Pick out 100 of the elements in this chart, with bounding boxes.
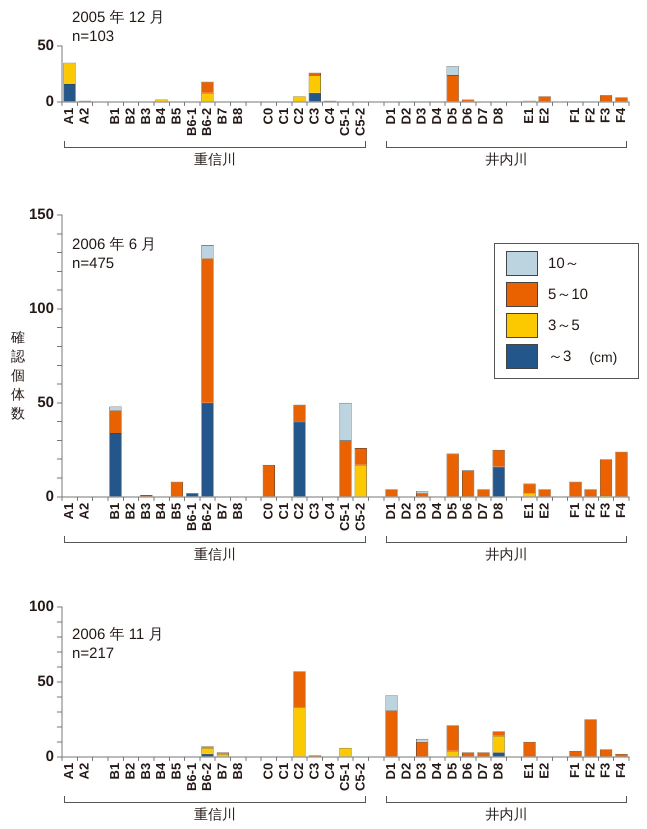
y-tick-label: 0 [46, 92, 54, 110]
x-tick-label: D8 [490, 108, 506, 124]
x-tick-label: E2 [536, 502, 552, 519]
text: 重信川 [193, 546, 238, 564]
y-tick-label: 0 [46, 748, 54, 765]
x-tick-label: F3 [598, 762, 613, 778]
chart-title: 2005 年 12 月 [72, 9, 165, 26]
x-tick-label: B5 [168, 108, 184, 124]
text: 井内川 [484, 151, 528, 169]
x-tick-label: F2 [582, 762, 598, 778]
x-tick-label: D3 [414, 108, 429, 124]
x-tick-label: D1 [383, 502, 398, 520]
x-tick-label: C0 [260, 762, 276, 780]
x-tick-label: A2 [76, 762, 92, 780]
legend-label: ～3 [548, 347, 572, 366]
y-tick-label: 50 [37, 673, 54, 690]
x-tick-label: F4 [612, 762, 628, 778]
text: 2006 年 6 月 [72, 236, 156, 254]
x-tick-label: C1 [276, 762, 291, 780]
text: 重信川 [193, 151, 238, 169]
text: n=475 [72, 255, 114, 272]
x-tick-label: B5 [168, 502, 184, 520]
x-tick-label: F4 [612, 502, 628, 518]
x-tick-label: B8 [230, 762, 245, 780]
x-tick-label: C5-2 [352, 762, 368, 792]
x-tick-label: B3 [138, 502, 153, 520]
x-tick-label: D7 [475, 108, 490, 124]
x-tick-label: A1 [61, 762, 76, 780]
y-tick-label: 150 [28, 206, 54, 224]
x-tick-label: F3 [598, 108, 613, 123]
y-tick-label: 100 [28, 300, 54, 318]
x-tick-label: C3 [306, 108, 322, 124]
x-tick-label: C4 [322, 502, 337, 520]
legend-label: 3～5 [548, 316, 580, 335]
x-tick-label: B7 [214, 502, 230, 520]
x-tick-label: B2 [122, 108, 138, 124]
x-tick-label: D4 [429, 762, 444, 780]
x-tick-label: C1 [276, 108, 291, 124]
x-tick-label: B7 [214, 762, 230, 780]
x-tick-label: D6 [460, 108, 475, 124]
x-tick-label: B6-2 [199, 108, 214, 136]
x-tick-label: B5 [168, 762, 184, 780]
x-tick-label: E2 [536, 108, 552, 124]
x-tick-label: D4 [429, 107, 444, 124]
x-tick-label: B3 [138, 762, 153, 780]
x-tick-label: C2 [291, 108, 306, 124]
x-tick-label: D3 [414, 502, 429, 520]
x-tick-label: B3 [138, 108, 153, 124]
x-tick-label: D2 [398, 762, 414, 780]
x-tick-label: C5-2 [352, 502, 368, 532]
legend-label: 10～ [548, 254, 580, 273]
x-tick-label: C5-1 [337, 502, 352, 532]
x-tick-label: F4 [612, 107, 628, 123]
x-tick-label: E1 [520, 108, 536, 124]
legend-label: 5～10 [548, 285, 588, 304]
x-tick-label: B2 [122, 762, 138, 780]
x-tick-label: C4 [322, 107, 337, 124]
x-tick-label: A2 [76, 108, 92, 124]
x-tick-label: C5-1 [337, 762, 352, 792]
x-tick-label: B6-1 [184, 108, 199, 136]
x-tick-label: C2 [291, 762, 306, 780]
x-tick-label: D2 [398, 108, 414, 124]
x-tick-label: B8 [230, 502, 245, 520]
x-tick-label: B7 [214, 108, 230, 124]
x-tick-label: D6 [460, 762, 475, 780]
y-axis-title: 確認個体数 [10, 328, 25, 421]
x-tick-label: B4 [153, 502, 168, 520]
x-tick-label: B6-1 [184, 502, 199, 532]
text: 重信川 [193, 806, 238, 824]
text: n=217 [72, 645, 114, 662]
text: 井内川 [484, 546, 528, 564]
x-tick-label: B1 [107, 108, 122, 124]
x-tick-label: D5 [444, 762, 460, 780]
x-tick-label: B6-1 [184, 762, 199, 792]
x-tick-label: F3 [598, 502, 613, 518]
x-tick-label: A1 [61, 108, 76, 124]
x-tick-label: F1 [566, 108, 582, 123]
x-tick-label: B6-2 [199, 762, 214, 792]
x-tick-label: D7 [475, 502, 490, 520]
x-tick-label: D1 [383, 762, 398, 780]
x-tick-label: D4 [429, 502, 444, 520]
x-tick-label: C4 [322, 762, 337, 780]
x-tick-label: B1 [107, 502, 122, 520]
x-tick-label: D3 [414, 762, 429, 780]
x-tick-label: B8 [230, 108, 245, 124]
x-tick-label: E1 [520, 502, 536, 519]
x-tick-label: B6-2 [199, 502, 214, 532]
x-tick-label: A2 [76, 502, 92, 520]
x-tick-label: F1 [566, 502, 582, 518]
x-tick-label: C3 [306, 502, 322, 520]
x-tick-label: C0 [260, 108, 276, 124]
text: 井内川 [484, 806, 528, 824]
x-tick-label: D2 [398, 502, 414, 520]
x-tick-label: D5 [444, 108, 460, 124]
y-tick-label: 0 [46, 488, 54, 505]
x-tick-label: C5-1 [337, 108, 352, 136]
x-tick-label: B1 [107, 762, 122, 780]
x-tick-label: D6 [460, 502, 475, 520]
chart-subtitle: n=103 [72, 28, 114, 46]
x-tick-label: B4 [153, 107, 168, 124]
